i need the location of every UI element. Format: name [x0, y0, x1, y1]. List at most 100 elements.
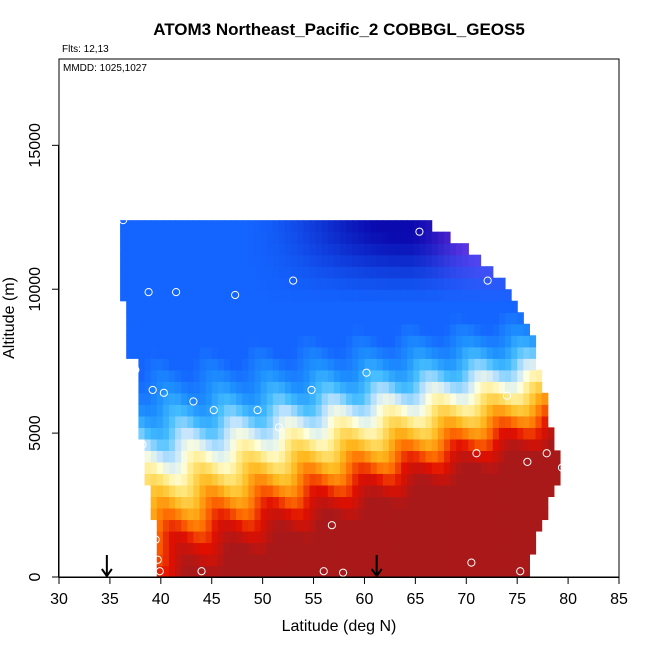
heatmap-cell — [388, 438, 396, 451]
heatmap-cell — [395, 346, 402, 359]
heatmap-cell — [236, 484, 243, 498]
heatmap-cell — [138, 404, 146, 417]
heatmap-cell — [162, 358, 170, 371]
heatmap-cell — [443, 530, 451, 544]
heatmap-cell — [254, 553, 262, 567]
heatmap-cell — [120, 266, 127, 279]
heatmap-cell — [138, 300, 146, 313]
heatmap-cell — [175, 438, 182, 451]
heatmap-cell — [309, 289, 317, 302]
heatmap-cell — [223, 231, 231, 244]
heatmap-cell — [260, 266, 268, 279]
heatmap-cell — [340, 542, 347, 555]
heatmap-cell — [278, 220, 286, 233]
heatmap-cell — [297, 323, 304, 336]
heatmap-cell — [132, 231, 140, 244]
heatmap-cell — [297, 254, 304, 267]
heatmap-cell — [407, 438, 414, 451]
heatmap-cell — [138, 369, 146, 382]
heatmap-cell — [199, 346, 207, 359]
heatmap-cell — [199, 243, 207, 256]
heatmap-cell — [266, 496, 274, 509]
heatmap-cell — [321, 266, 329, 279]
heatmap-cell — [340, 335, 347, 348]
heatmap-cell — [419, 323, 427, 336]
heatmap-cell — [468, 450, 476, 463]
heatmap-cell — [254, 266, 262, 279]
heatmap-cell — [278, 346, 286, 359]
heatmap-cell — [480, 496, 488, 509]
heatmap-cell — [242, 289, 249, 302]
heatmap-cell — [395, 289, 402, 302]
flight-point — [189, 397, 198, 406]
heatmap-cell — [272, 266, 280, 279]
heatmap-cell — [211, 427, 219, 440]
heatmap-cell — [474, 254, 482, 267]
heatmap-cell — [474, 312, 482, 325]
heatmap-cell — [230, 277, 237, 290]
heatmap-cell — [285, 323, 292, 336]
heatmap-cell — [315, 461, 323, 474]
heatmap-cell — [529, 519, 537, 532]
heatmap-cell — [492, 346, 500, 359]
heatmap-cell — [242, 220, 249, 233]
heatmap-cell — [401, 312, 408, 325]
heatmap-cell — [456, 427, 463, 440]
heatmap-cell — [242, 323, 249, 336]
heatmap-cell — [535, 427, 543, 440]
heatmap-cell — [523, 381, 530, 394]
heatmap-cell — [260, 369, 268, 382]
heatmap-cell — [223, 404, 231, 417]
heatmap-cell — [498, 450, 506, 463]
heatmap-cell — [272, 415, 280, 428]
heatmap-cell — [358, 519, 366, 532]
heatmap-cell — [285, 542, 292, 555]
heatmap-cell — [382, 312, 390, 325]
heatmap-cell — [449, 323, 457, 336]
heatmap-cell — [492, 404, 500, 417]
heatmap-cell — [187, 542, 194, 555]
heatmap-cell — [321, 289, 329, 302]
heatmap-cell — [217, 392, 225, 405]
heatmap-cell — [327, 415, 335, 428]
heatmap-cell — [431, 438, 439, 451]
heatmap-cell — [431, 254, 439, 267]
heatmap-cell — [132, 243, 140, 256]
heatmap-cell — [486, 289, 494, 302]
heatmap-cell — [187, 335, 194, 348]
heatmap-cell — [175, 461, 182, 474]
heatmap-cell — [168, 381, 176, 394]
heatmap-cell — [401, 300, 408, 313]
heatmap-cell — [321, 254, 329, 267]
heatmap-cell — [181, 312, 188, 325]
heatmap-cell — [468, 289, 476, 302]
heatmap-cell — [382, 266, 390, 279]
heatmap-cell — [309, 300, 317, 313]
heatmap-cell — [236, 266, 243, 279]
heatmap-cell — [468, 266, 476, 279]
heatmap-cell — [431, 243, 439, 256]
heatmap-cell — [199, 519, 207, 532]
heatmap-cell — [395, 461, 402, 474]
heatmap-cell — [462, 392, 469, 405]
heatmap-cell — [346, 542, 353, 555]
heatmap-cell — [297, 461, 304, 474]
heatmap-cell — [486, 484, 494, 498]
heatmap-cell — [456, 553, 463, 567]
heatmap-cell — [346, 404, 353, 417]
heatmap-cell — [175, 346, 182, 359]
heatmap-cell — [236, 438, 243, 451]
heatmap-cell — [168, 220, 176, 233]
heatmap-cell — [352, 507, 359, 521]
heatmap-cell — [230, 289, 237, 302]
heatmap-cell — [315, 289, 323, 302]
heatmap-cell — [425, 277, 433, 290]
heatmap-cell — [498, 323, 506, 336]
heatmap-cell — [144, 450, 152, 463]
heatmap-cell — [346, 289, 353, 302]
heatmap-cell — [211, 254, 219, 267]
heatmap-cell — [132, 300, 140, 313]
heatmap-cell — [425, 358, 433, 371]
heatmap-cell — [480, 530, 488, 544]
heatmap-cell — [327, 392, 335, 405]
